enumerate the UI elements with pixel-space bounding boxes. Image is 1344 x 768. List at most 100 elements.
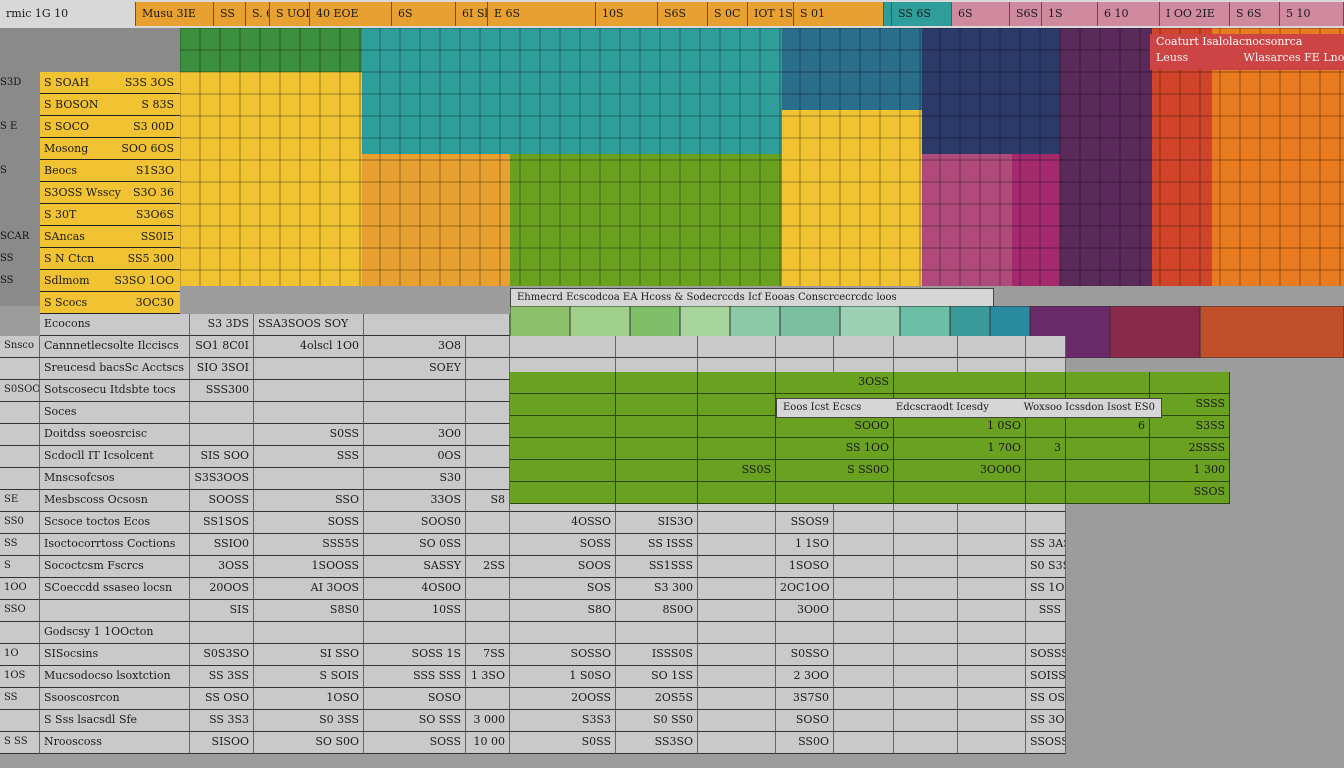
table-cell[interactable] <box>254 402 364 424</box>
toolbar-cell[interactable]: SS <box>214 2 246 26</box>
toolbar-cell[interactable]: 1S <box>1042 2 1098 26</box>
table-cell[interactable] <box>510 336 616 358</box>
table-cell[interactable] <box>698 556 776 578</box>
table-row-name[interactable]: SISocsins <box>40 644 190 666</box>
green-block-cell[interactable] <box>616 438 698 460</box>
table-row-name[interactable]: Ssooscosrcon <box>40 688 190 710</box>
green-block-cell[interactable] <box>1066 482 1150 504</box>
table-cell[interactable]: S3S3OOS <box>190 468 254 490</box>
table-cell[interactable]: S0SS <box>510 732 616 754</box>
table-row-name[interactable]: Nrooscoss <box>40 732 190 754</box>
table-cell[interactable] <box>894 578 958 600</box>
table-cell[interactable] <box>894 534 958 556</box>
table-row-header[interactable] <box>0 622 40 644</box>
table-cell[interactable]: SIS SOO <box>190 446 254 468</box>
table-cell[interactable] <box>254 468 364 490</box>
toolbar-cell[interactable]: S. 6S <box>246 2 270 26</box>
table-cell[interactable]: S3 300 <box>616 578 698 600</box>
table-cell[interactable] <box>958 534 1026 556</box>
table-cell[interactable]: SO 1SS <box>616 666 698 688</box>
table-cell[interactable]: SSO <box>254 490 364 512</box>
table-cell[interactable] <box>466 424 510 446</box>
green-block-cell[interactable]: 3OSS <box>776 372 894 394</box>
table-cell[interactable] <box>958 512 1026 534</box>
table-cell[interactable]: SO 0SS <box>364 534 466 556</box>
table-cell[interactable] <box>894 336 958 358</box>
table-header-name[interactable]: Ecocons <box>40 314 190 336</box>
green-block-cell[interactable]: SS0S <box>698 460 776 482</box>
table-cell[interactable] <box>190 424 254 446</box>
table-cell[interactable] <box>894 732 958 754</box>
table-cell[interactable]: S0SSO <box>776 644 834 666</box>
toolbar-cell[interactable]: S UOL 3C0 <box>270 2 310 26</box>
green-block-cell[interactable] <box>616 416 698 438</box>
table-cell[interactable] <box>364 380 466 402</box>
table-cell[interactable]: 3 000 <box>466 710 510 732</box>
table-cell[interactable] <box>698 600 776 622</box>
table-row-name[interactable]: SCoeccdd ssaseo locsn <box>40 578 190 600</box>
toolbar-cell[interactable]: 5 10 <box>1280 2 1344 26</box>
table-cell[interactable] <box>190 402 254 424</box>
table-cell[interactable]: SO S0O <box>254 732 364 754</box>
table-cell[interactable] <box>834 600 894 622</box>
green-block-cell[interactable] <box>698 372 776 394</box>
table-cell[interactable] <box>254 380 364 402</box>
table-cell[interactable] <box>894 710 958 732</box>
table-row-header[interactable]: S SS <box>0 732 40 754</box>
table-cell[interactable] <box>894 688 958 710</box>
table-cell[interactable] <box>698 732 776 754</box>
table-cell[interactable]: 8S0O <box>616 600 698 622</box>
toolbar-cell[interactable]: IOT 1S <box>748 2 794 26</box>
table-cell[interactable]: SISOO <box>190 732 254 754</box>
green-block-cell[interactable] <box>1066 372 1150 394</box>
green-block-cell[interactable]: SSSS <box>1150 394 1230 416</box>
table-row-header[interactable]: S <box>0 556 40 578</box>
table-cell[interactable] <box>364 622 466 644</box>
table-row-header[interactable] <box>0 424 40 446</box>
table-cell[interactable] <box>834 732 894 754</box>
toolbar-cell[interactable]: I OO 2IE <box>1160 2 1230 26</box>
table-cell[interactable]: S0SS <box>254 424 364 446</box>
table-cell[interactable]: SS1SSS <box>616 556 698 578</box>
toolbar-cell[interactable]: 6IAN <box>884 2 892 26</box>
table-cell[interactable] <box>466 358 510 380</box>
toolbar-cell[interactable]: SS 6S <box>892 2 952 26</box>
table-cell[interactable]: S8O <box>510 600 616 622</box>
table-cell[interactable]: SSS SSS <box>364 666 466 688</box>
table-cell[interactable]: SS 3S3 <box>190 710 254 732</box>
table-cell[interactable] <box>958 644 1026 666</box>
table-cell[interactable]: SOOS0 <box>364 512 466 534</box>
table-cell[interactable]: SOSSS <box>1026 644 1066 666</box>
table-cell[interactable] <box>834 688 894 710</box>
table-row-header[interactable] <box>0 468 40 490</box>
table-cell[interactable]: SOSS <box>254 512 364 534</box>
table-row-name[interactable] <box>40 600 190 622</box>
table-cell[interactable] <box>698 710 776 732</box>
toolbar-cell[interactable]: S6S <box>658 2 708 26</box>
table-cell[interactable] <box>834 666 894 688</box>
table-row-header[interactable] <box>0 358 40 380</box>
table-row-name[interactable]: Mesbscoss Ocsosn <box>40 490 190 512</box>
table-cell[interactable] <box>698 666 776 688</box>
green-block-cell[interactable]: SS 1OO <box>776 438 894 460</box>
table-cell[interactable] <box>254 622 364 644</box>
table-cell[interactable] <box>834 578 894 600</box>
table-cell[interactable] <box>894 644 958 666</box>
table-row-header[interactable]: 1O <box>0 644 40 666</box>
table-cell[interactable]: 10SS <box>364 600 466 622</box>
table-cell[interactable]: S0S3SO <box>190 644 254 666</box>
toolbar-cell[interactable]: 6 10 <box>1098 2 1160 26</box>
table-cell[interactable] <box>466 512 510 534</box>
table-cell[interactable]: SS 3AS <box>1026 534 1066 556</box>
table-cell[interactable]: 4OS0O <box>364 578 466 600</box>
green-block-cell[interactable] <box>894 482 1026 504</box>
table-cell[interactable] <box>958 578 1026 600</box>
table-cell[interactable]: 10 00 <box>466 732 510 754</box>
table-cell[interactable]: S SOIS <box>254 666 364 688</box>
table-cell[interactable] <box>466 446 510 468</box>
table-cell[interactable] <box>776 622 834 644</box>
table-cell[interactable]: 4OSSO <box>510 512 616 534</box>
table-cell[interactable] <box>698 688 776 710</box>
table-cell[interactable] <box>466 622 510 644</box>
table-cell[interactable]: SS1SOS <box>190 512 254 534</box>
